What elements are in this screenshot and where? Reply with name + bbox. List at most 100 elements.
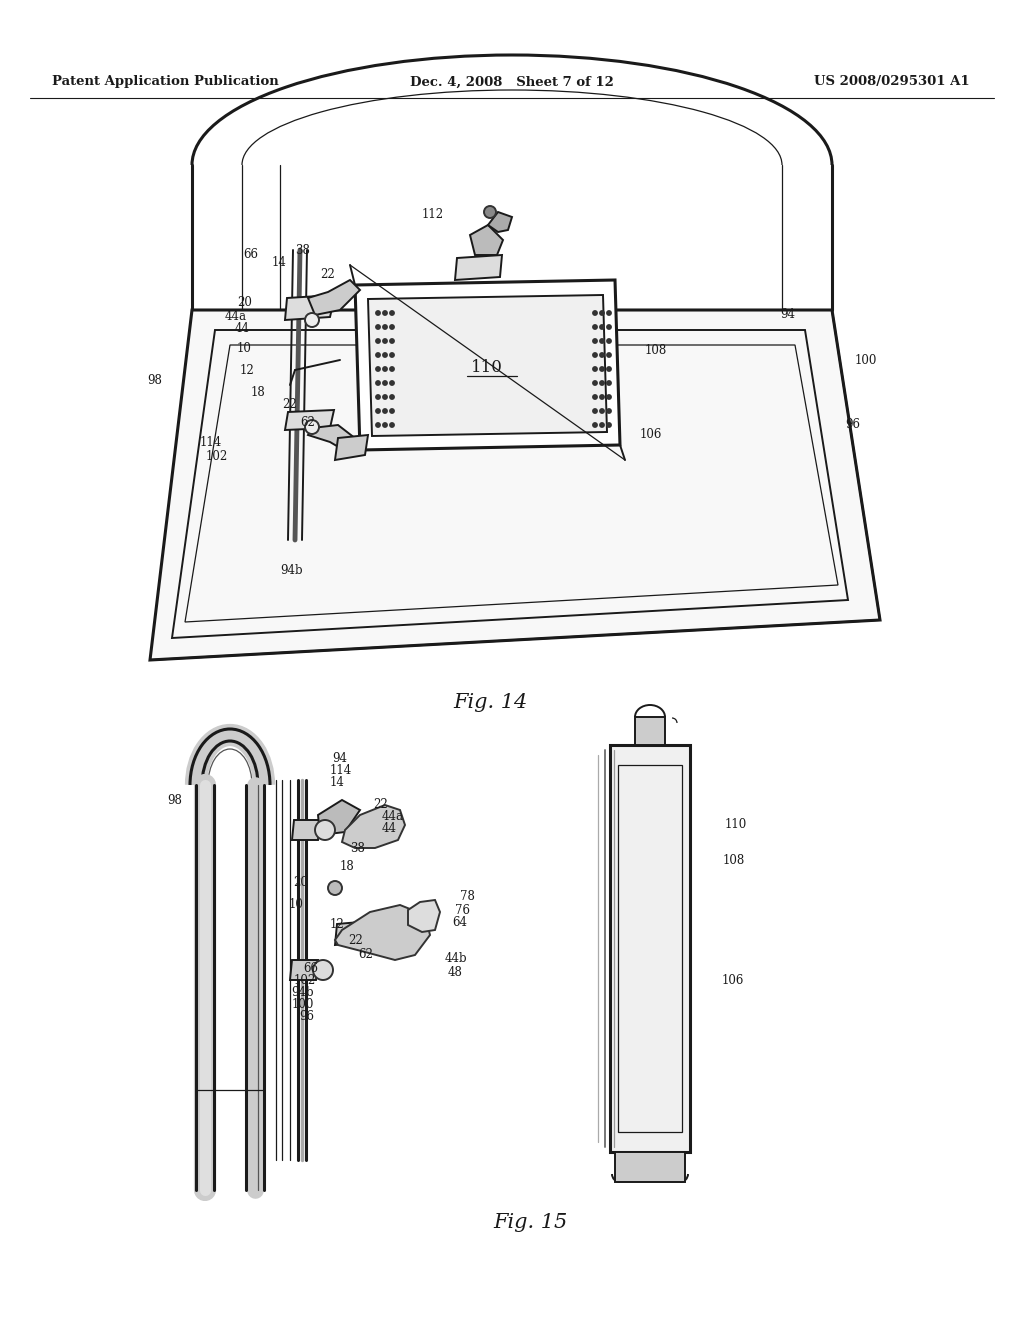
Text: 100: 100 [855, 354, 878, 367]
Polygon shape [615, 1152, 685, 1181]
Circle shape [593, 325, 597, 329]
Circle shape [390, 339, 394, 343]
Circle shape [600, 310, 604, 315]
Circle shape [376, 395, 380, 399]
Polygon shape [408, 900, 440, 932]
Polygon shape [290, 960, 318, 979]
Circle shape [376, 367, 380, 371]
Polygon shape [292, 820, 319, 840]
Circle shape [593, 367, 597, 371]
Text: 44b: 44b [445, 952, 468, 965]
Circle shape [383, 395, 387, 399]
Text: 64: 64 [452, 916, 467, 928]
Polygon shape [285, 411, 334, 430]
Circle shape [390, 367, 394, 371]
Circle shape [593, 422, 597, 428]
Text: 20: 20 [293, 876, 308, 890]
Circle shape [607, 325, 611, 329]
Text: 110: 110 [725, 818, 748, 832]
Circle shape [383, 325, 387, 329]
Text: 96: 96 [299, 1011, 314, 1023]
Circle shape [607, 367, 611, 371]
Text: 44: 44 [382, 821, 397, 834]
Circle shape [607, 422, 611, 428]
Text: 112: 112 [422, 209, 444, 222]
Text: 20: 20 [238, 296, 252, 309]
Text: 22: 22 [282, 397, 297, 411]
Polygon shape [150, 310, 880, 660]
Circle shape [593, 352, 597, 358]
Text: 12: 12 [240, 363, 254, 376]
Circle shape [383, 352, 387, 358]
Circle shape [328, 880, 342, 895]
Text: 22: 22 [348, 933, 362, 946]
Text: 100: 100 [292, 998, 314, 1011]
Text: 10: 10 [238, 342, 252, 355]
Circle shape [383, 409, 387, 413]
Text: 14: 14 [330, 776, 345, 788]
Polygon shape [342, 805, 406, 847]
Text: 98: 98 [167, 793, 182, 807]
Text: 96: 96 [845, 418, 860, 432]
Circle shape [607, 352, 611, 358]
Circle shape [390, 352, 394, 358]
Text: 66: 66 [303, 961, 318, 974]
Text: 94b: 94b [280, 564, 303, 577]
Text: 44a: 44a [382, 810, 404, 824]
Circle shape [600, 422, 604, 428]
Text: 106: 106 [722, 974, 744, 986]
Circle shape [376, 422, 380, 428]
Text: 10: 10 [289, 899, 304, 912]
Polygon shape [455, 255, 502, 280]
Text: 94: 94 [332, 751, 347, 764]
Circle shape [600, 409, 604, 413]
Text: 110: 110 [471, 359, 503, 376]
Circle shape [305, 420, 319, 434]
Circle shape [376, 339, 380, 343]
Circle shape [376, 352, 380, 358]
Circle shape [600, 367, 604, 371]
Text: 106: 106 [640, 429, 663, 441]
Text: 94b: 94b [292, 986, 314, 998]
Text: Dec. 4, 2008   Sheet 7 of 12: Dec. 4, 2008 Sheet 7 of 12 [410, 75, 614, 88]
Text: 44a: 44a [225, 309, 247, 322]
Circle shape [383, 367, 387, 371]
Polygon shape [318, 800, 360, 836]
Text: 102: 102 [294, 974, 316, 986]
Circle shape [600, 395, 604, 399]
Text: 114: 114 [200, 436, 222, 449]
Text: 12: 12 [330, 919, 345, 932]
Polygon shape [308, 280, 360, 315]
Text: 38: 38 [295, 243, 310, 256]
Circle shape [593, 395, 597, 399]
Circle shape [607, 310, 611, 315]
Text: 38: 38 [350, 842, 365, 854]
Polygon shape [488, 213, 512, 232]
Text: 108: 108 [645, 343, 668, 356]
Text: 78: 78 [460, 891, 475, 903]
Polygon shape [335, 921, 360, 945]
Text: 108: 108 [723, 854, 745, 866]
Text: 18: 18 [250, 385, 265, 399]
Circle shape [383, 339, 387, 343]
Text: 14: 14 [272, 256, 287, 269]
Circle shape [390, 380, 394, 385]
Polygon shape [308, 425, 360, 455]
Text: 22: 22 [373, 799, 388, 812]
Circle shape [593, 310, 597, 315]
Circle shape [315, 820, 335, 840]
Polygon shape [368, 294, 607, 436]
Text: 44: 44 [234, 322, 250, 334]
Text: 48: 48 [449, 965, 463, 978]
Circle shape [390, 310, 394, 315]
Polygon shape [285, 294, 335, 319]
Circle shape [383, 310, 387, 315]
Circle shape [390, 395, 394, 399]
Circle shape [600, 380, 604, 385]
Text: Patent Application Publication: Patent Application Publication [52, 75, 279, 88]
Circle shape [593, 339, 597, 343]
Circle shape [376, 310, 380, 315]
Text: 62: 62 [300, 417, 314, 429]
Text: 62: 62 [358, 949, 373, 961]
Circle shape [376, 380, 380, 385]
